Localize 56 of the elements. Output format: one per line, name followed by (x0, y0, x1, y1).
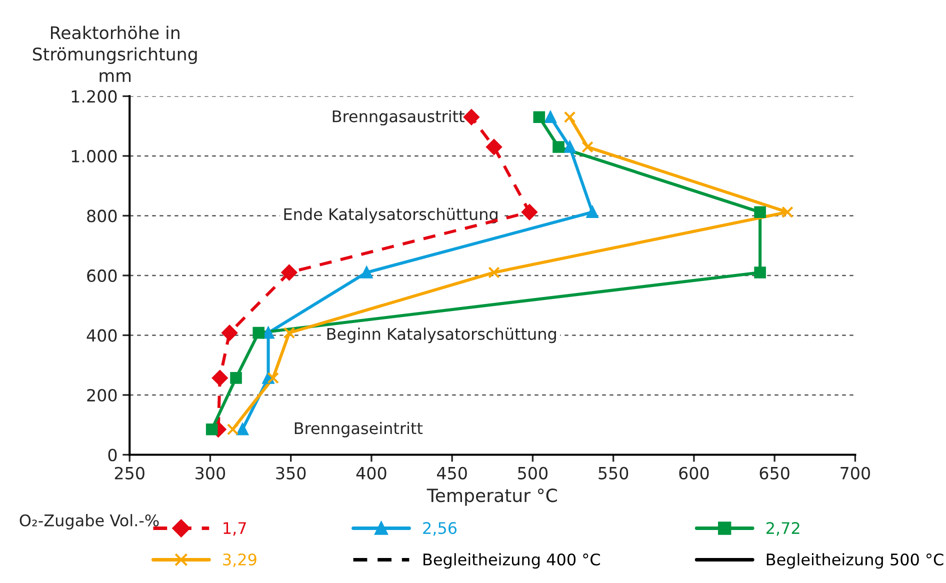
annotation: Brenngasaustritt (332, 110, 464, 126)
x-tick-label: 400 (356, 466, 386, 480)
x-tick-label: 450 (436, 466, 467, 480)
text: Begleitheizung 500 °C (766, 553, 944, 569)
legend-label: 1,7 (224, 522, 246, 536)
x-tick-label: 500 (518, 466, 548, 480)
point (552, 141, 564, 153)
point (226, 423, 239, 436)
legend-title: O₂-Zugabe Vol.-% (20, 514, 159, 530)
point (283, 326, 296, 339)
point (533, 111, 546, 124)
legend-label: 2,56 (423, 522, 457, 536)
x-tick-label: 700 (840, 466, 870, 480)
point (564, 111, 576, 124)
point (754, 206, 766, 218)
x-tick-label: 650 (760, 466, 790, 480)
y-tick-label: 600 (87, 269, 117, 282)
x-tick-label: 350 (276, 466, 306, 480)
point (564, 141, 576, 153)
point (262, 326, 274, 339)
point (522, 204, 538, 220)
point (582, 141, 594, 153)
x-tick-label: 600 (679, 466, 709, 480)
point (488, 266, 500, 278)
annotation: Brenngaseintritt (294, 422, 423, 438)
legend-label: 3,29 (223, 553, 256, 568)
x-tick-label: 550 (598, 466, 628, 480)
y-tick-label: 1.000 (72, 150, 117, 163)
y-tick-label: 1.200 (72, 90, 117, 103)
point (230, 372, 242, 384)
y-tick-label: 400 (86, 329, 117, 342)
point (782, 206, 794, 218)
point (267, 372, 280, 384)
point (544, 111, 556, 124)
point (586, 206, 598, 218)
point (252, 326, 264, 339)
y-tick-label: 800 (87, 210, 117, 222)
point (360, 266, 373, 278)
x-tick-label: 300 (196, 466, 226, 480)
point (236, 423, 248, 436)
y-axis-title: Reaktorhöhe in Strömungsrichtung mm (32, 26, 197, 82)
text: Begleitheizung 400 °C (424, 553, 600, 569)
point (486, 139, 502, 155)
annotation: Ende Katalysatorschüttung (284, 208, 498, 224)
point (464, 109, 480, 126)
point (206, 423, 218, 436)
point (212, 370, 228, 386)
y-tick-label: 0 (108, 448, 117, 462)
point (754, 266, 766, 278)
x-tick-label: 250 (114, 466, 144, 480)
y-tick-label: 200 (87, 388, 117, 402)
point (222, 324, 238, 341)
annotation: Beginn Katalysatorschüttung (327, 328, 556, 344)
x-axis-title: Temperatur °C (426, 488, 557, 506)
point (281, 264, 298, 280)
legend-label: 2,72 (766, 522, 800, 536)
